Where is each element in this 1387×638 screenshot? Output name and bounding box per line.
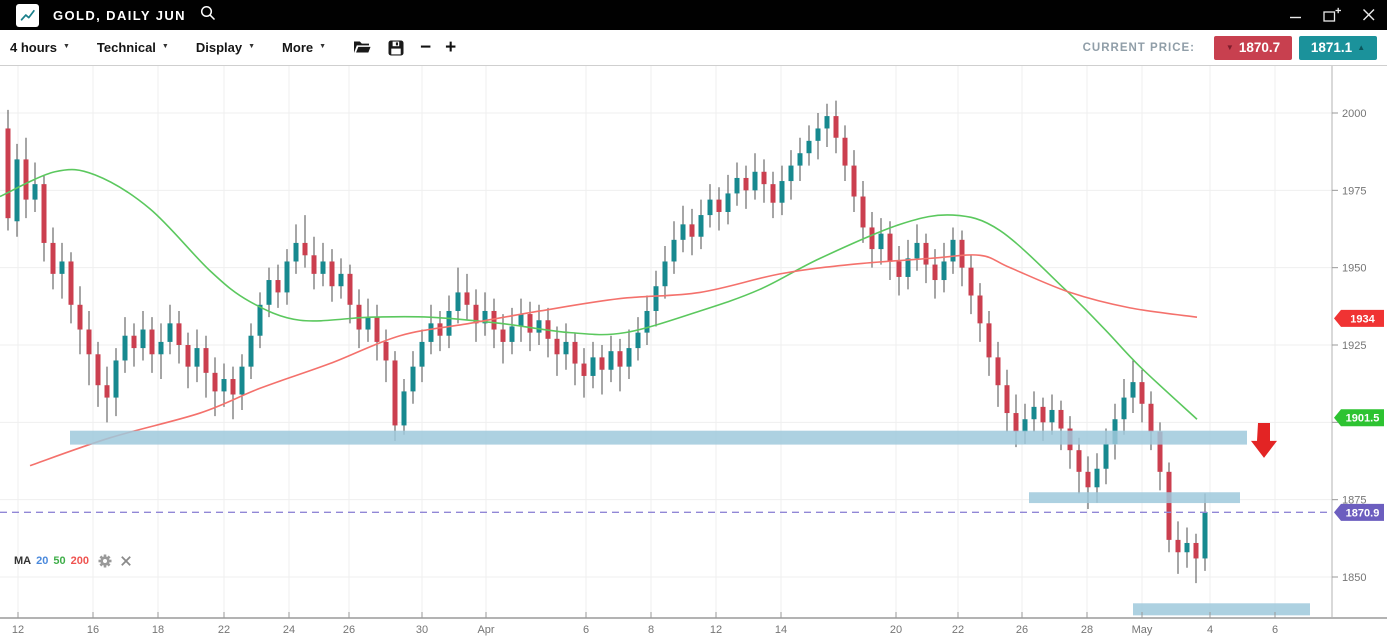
- svg-text:1870.9: 1870.9: [1346, 507, 1380, 519]
- svg-text:4: 4: [1207, 624, 1213, 636]
- more-dropdown[interactable]: More ▼: [282, 40, 326, 55]
- svg-text:14: 14: [775, 624, 787, 636]
- arrow-up-icon: ▲: [1357, 43, 1366, 52]
- svg-text:1901.5: 1901.5: [1346, 413, 1380, 425]
- gridlines: [0, 66, 1332, 618]
- chevron-down-icon: ▼: [319, 43, 327, 50]
- app-logo-icon: [16, 3, 39, 27]
- svg-text:Apr: Apr: [477, 624, 494, 636]
- save-chart-button[interactable]: [388, 40, 404, 56]
- svg-text:20: 20: [890, 624, 902, 636]
- svg-text:6: 6: [1272, 624, 1278, 636]
- zoom-out-button[interactable]: −: [420, 37, 432, 58]
- arrow-down-icon: ▼: [1225, 43, 1234, 52]
- gear-icon: [98, 554, 112, 568]
- svg-text:2000: 2000: [1342, 108, 1366, 120]
- ma-remove-button[interactable]: [121, 556, 131, 566]
- minimize-button[interactable]: [1290, 9, 1302, 21]
- ask-price-badge[interactable]: 1871.1 ▲: [1299, 35, 1377, 60]
- bid-price-value: 1870.7: [1238, 40, 1281, 55]
- ma-legend-label: MA: [14, 555, 32, 567]
- svg-text:22: 22: [952, 624, 964, 636]
- svg-text:12: 12: [710, 624, 722, 636]
- svg-text:18: 18: [152, 624, 164, 636]
- svg-text:1925: 1925: [1342, 340, 1366, 352]
- zoom-in-button[interactable]: +: [445, 37, 457, 58]
- price-chart[interactable]: 2000 1975 1950 1925 1875 1850 12 16 18 22 24 26 30 Ap…: [0, 66, 1387, 638]
- svg-text:8: 8: [648, 624, 654, 636]
- support-resistance-zone[interactable]: [70, 430, 1247, 445]
- more-label: More: [282, 40, 314, 55]
- chevron-down-icon: ▼: [62, 43, 70, 50]
- ma-50-line: [0, 168, 1198, 420]
- svg-text:1875: 1875: [1342, 495, 1366, 507]
- technical-label: Technical: [96, 40, 156, 55]
- search-icon[interactable]: [200, 5, 216, 26]
- svg-text:24: 24: [283, 624, 295, 636]
- svg-text:1934: 1934: [1350, 313, 1375, 325]
- price-tag: 1870.9: [1334, 503, 1384, 521]
- display-dropdown[interactable]: Display ▼: [196, 40, 255, 55]
- chart-area: 2000 1975 1950 1925 1875 1850 12 16 18 22 24 26 30 Ap…: [0, 66, 1387, 638]
- svg-text:16: 16: [87, 624, 99, 636]
- svg-text:26: 26: [1016, 624, 1028, 636]
- close-x-icon: [121, 556, 131, 566]
- support-resistance-zone[interactable]: [1133, 603, 1310, 616]
- chevron-down-icon: ▼: [161, 43, 169, 50]
- close-button[interactable]: [1363, 9, 1375, 21]
- down-arrow-annotation[interactable]: [1251, 422, 1277, 458]
- timeframe-dropdown[interactable]: 4 hours ▼: [10, 40, 70, 55]
- ma-200-line: [29, 254, 1198, 467]
- price-tag: 1901.5: [1334, 409, 1384, 427]
- ma-settings-button[interactable]: [98, 554, 112, 568]
- chevron-down-icon: ▼: [248, 43, 256, 50]
- technical-dropdown[interactable]: Technical ▼: [97, 40, 169, 55]
- window-controls: [1290, 7, 1375, 23]
- current-price-group: CURRENT PRICE: ▼ 1870.7 1871.1 ▲: [1082, 35, 1377, 60]
- titlebar: GOLD, DAILY JUN: [0, 0, 1387, 30]
- svg-text:May: May: [1132, 624, 1153, 636]
- folder-open-icon: [354, 41, 372, 54]
- price-tag: 1934: [1334, 309, 1384, 327]
- svg-text:1950: 1950: [1342, 263, 1366, 275]
- svg-text:22: 22: [218, 624, 230, 636]
- price-axis[interactable]: 2000 1975 1950 1925 1875 1850: [1332, 108, 1366, 584]
- current-price-label: CURRENT PRICE:: [1082, 41, 1195, 54]
- timeframe-label: 4 hours: [10, 40, 57, 55]
- ma-indicator-legend: MA 20 50 200: [14, 554, 131, 568]
- toolbar: 4 hours ▼ Technical ▼ Display ▼ More ▼ −…: [0, 30, 1387, 66]
- candlestick-series: [5, 100, 1208, 584]
- svg-text:1975: 1975: [1342, 185, 1366, 197]
- popout-button[interactable]: [1323, 7, 1342, 23]
- save-icon: [388, 40, 404, 55]
- ma-period-200: 200: [70, 555, 89, 567]
- display-label: Display: [195, 40, 243, 55]
- ask-price-value: 1871.1: [1310, 40, 1353, 55]
- ma-period-50: 50: [53, 555, 66, 567]
- time-axis[interactable]: 12 16 18 22 24 26 30 Apr 6 8 12 14 20 22 26 28 May 4 6: [12, 612, 1278, 636]
- ma-period-20: 20: [36, 555, 49, 567]
- svg-text:12: 12: [12, 624, 24, 636]
- symbol-title: GOLD, DAILY JUN: [53, 7, 186, 23]
- svg-text:30: 30: [416, 624, 428, 636]
- open-chart-button[interactable]: [353, 40, 372, 55]
- svg-text:26: 26: [343, 624, 355, 636]
- support-resistance-zone[interactable]: [1029, 492, 1240, 504]
- svg-text:1850: 1850: [1342, 572, 1366, 584]
- bid-price-badge[interactable]: ▼ 1870.7: [1214, 35, 1292, 60]
- svg-text:6: 6: [583, 624, 589, 636]
- svg-text:28: 28: [1081, 624, 1093, 636]
